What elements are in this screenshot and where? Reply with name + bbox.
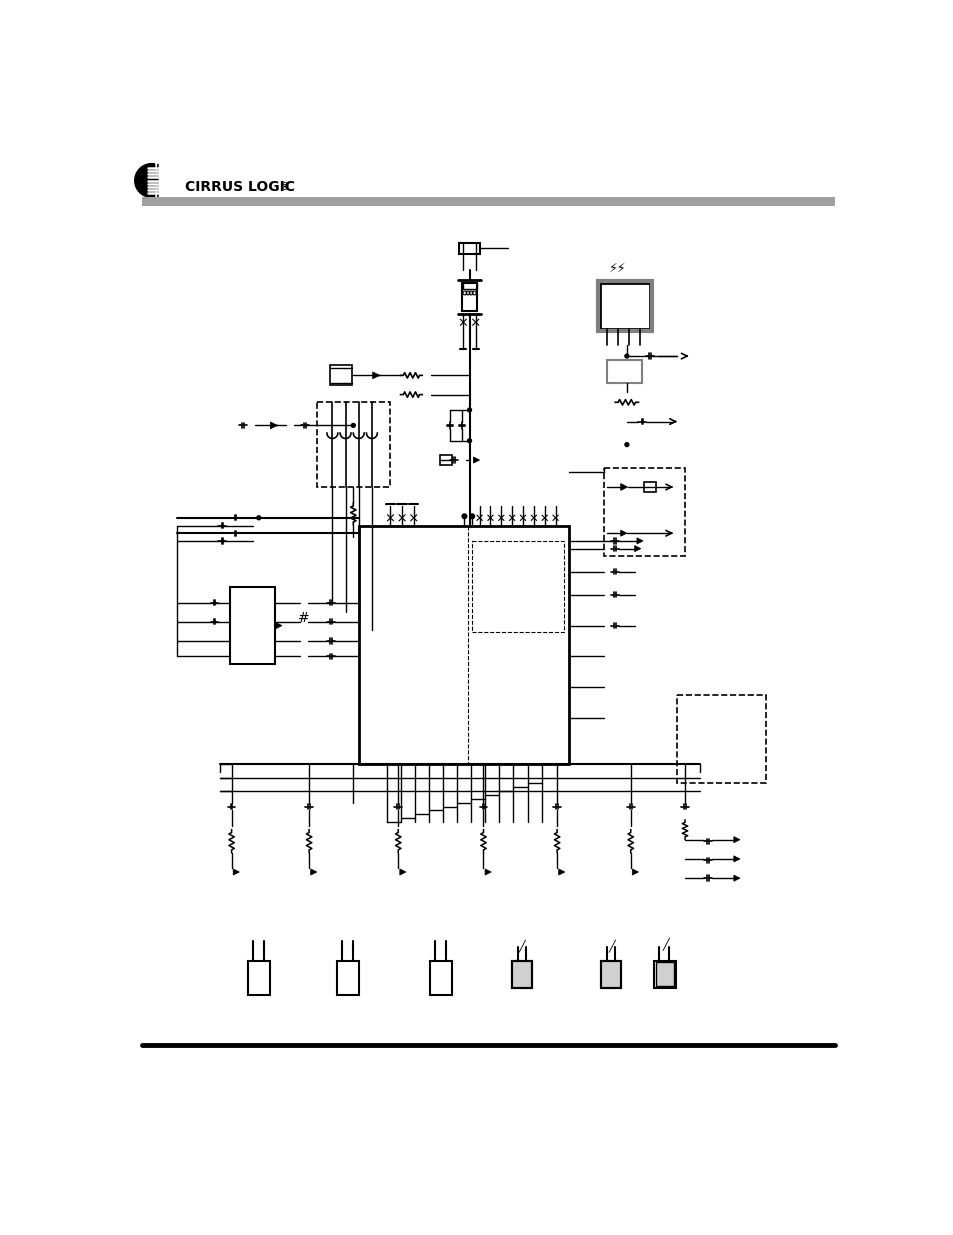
Circle shape [467, 438, 471, 442]
Bar [230, 587, 274, 664]
Bar [461, 283, 476, 311]
Bar [600, 961, 620, 988]
Text: ╱: ╱ [661, 937, 668, 950]
Text: ®: ® [279, 182, 289, 193]
Polygon shape [558, 869, 564, 876]
Bar [599, 283, 649, 330]
Bar [458, 243, 480, 254]
Polygon shape [311, 869, 316, 876]
Bar [330, 366, 352, 385]
Bar [677, 695, 765, 783]
Polygon shape [620, 530, 626, 536]
Bar [142, 198, 835, 206]
Text: ╱: ╱ [607, 939, 614, 952]
Polygon shape [632, 869, 638, 876]
Bar [359, 526, 568, 764]
Polygon shape [484, 869, 491, 876]
Bar [472, 541, 563, 631]
Bar [603, 468, 684, 556]
Text: CIRRUS LOGIC: CIRRUS LOGIC [185, 180, 294, 194]
Bar [512, 961, 532, 988]
Polygon shape [620, 484, 627, 490]
Polygon shape [733, 836, 740, 842]
Text: ╱: ╱ [518, 939, 525, 952]
Polygon shape [270, 422, 277, 429]
Polygon shape [473, 457, 479, 463]
Bar [654, 961, 675, 988]
Text: ⚡⚡: ⚡⚡ [608, 262, 626, 274]
Bar [430, 961, 452, 995]
Text: #: # [297, 611, 310, 625]
Bar [655, 962, 674, 986]
Bar [512, 961, 532, 988]
Polygon shape [637, 537, 642, 543]
Bar [643, 482, 655, 493]
Polygon shape [274, 622, 282, 629]
Polygon shape [733, 876, 740, 882]
Bar [607, 359, 641, 383]
Circle shape [467, 408, 471, 412]
Circle shape [351, 424, 355, 427]
Bar [600, 961, 620, 988]
Bar [248, 961, 270, 995]
Circle shape [624, 354, 628, 358]
Polygon shape [373, 372, 379, 379]
Polygon shape [233, 869, 239, 876]
Circle shape [461, 514, 466, 519]
Polygon shape [733, 856, 740, 862]
Polygon shape [134, 163, 158, 198]
Circle shape [256, 516, 260, 520]
Polygon shape [634, 546, 640, 552]
Bar [316, 403, 390, 487]
Bar [336, 961, 358, 995]
Bar [439, 454, 452, 466]
Bar [598, 282, 651, 331]
Circle shape [624, 442, 628, 447]
Circle shape [470, 514, 474, 519]
Polygon shape [399, 869, 406, 876]
